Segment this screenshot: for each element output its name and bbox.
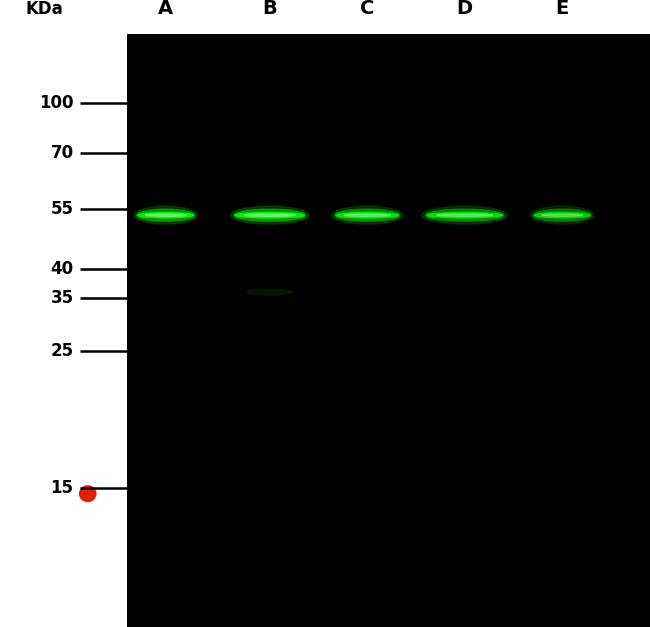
- Ellipse shape: [79, 486, 96, 502]
- Text: 70: 70: [51, 144, 73, 162]
- Ellipse shape: [437, 214, 493, 216]
- Text: KDa: KDa: [25, 0, 63, 18]
- Ellipse shape: [422, 206, 508, 224]
- Ellipse shape: [337, 213, 398, 218]
- Bar: [127, 34, 650, 627]
- Ellipse shape: [235, 213, 304, 218]
- Text: B: B: [263, 0, 277, 18]
- Text: 15: 15: [51, 479, 73, 497]
- Ellipse shape: [247, 290, 292, 295]
- Ellipse shape: [426, 209, 504, 221]
- Ellipse shape: [541, 214, 583, 216]
- Ellipse shape: [534, 213, 590, 218]
- Ellipse shape: [335, 209, 400, 221]
- Ellipse shape: [428, 213, 502, 218]
- Text: D: D: [457, 0, 473, 18]
- Ellipse shape: [533, 209, 592, 221]
- Ellipse shape: [136, 209, 195, 221]
- Text: C: C: [360, 0, 374, 18]
- Ellipse shape: [530, 206, 594, 224]
- Ellipse shape: [145, 214, 187, 216]
- Ellipse shape: [332, 206, 403, 224]
- Ellipse shape: [134, 206, 198, 224]
- Text: A: A: [158, 0, 174, 18]
- Ellipse shape: [244, 214, 295, 216]
- Text: E: E: [556, 0, 569, 18]
- Ellipse shape: [234, 209, 306, 221]
- Ellipse shape: [231, 206, 309, 224]
- Text: 40: 40: [51, 260, 73, 278]
- Text: 100: 100: [39, 93, 73, 112]
- Ellipse shape: [138, 213, 194, 218]
- Ellipse shape: [344, 214, 391, 216]
- Text: 35: 35: [51, 289, 73, 307]
- Text: 55: 55: [51, 200, 73, 218]
- Text: 25: 25: [51, 342, 73, 361]
